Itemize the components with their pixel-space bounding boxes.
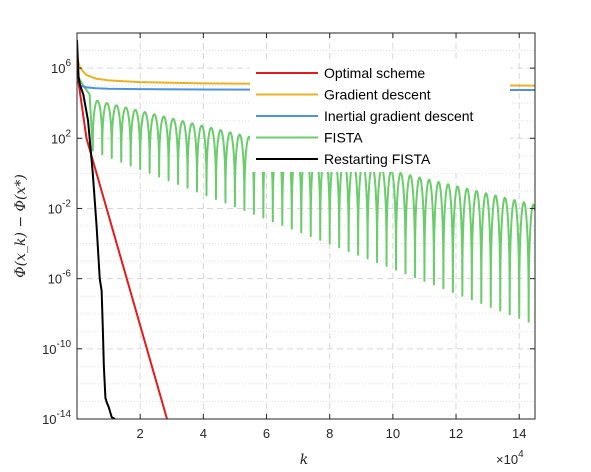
x-multiplier-label: ×104 bbox=[496, 449, 524, 467]
x-tick-label: 2 bbox=[137, 426, 144, 441]
series-optimal-scheme-line bbox=[77, 71, 168, 419]
legend-label: FISTA bbox=[324, 130, 363, 146]
y-tick-label: 10-6 bbox=[48, 269, 72, 287]
y-tick-label-base: 10 bbox=[51, 131, 65, 146]
legend-label: Restarting FISTA bbox=[324, 151, 431, 167]
axis-ticks bbox=[77, 33, 535, 420]
legend-label: Inertial gradient descent bbox=[324, 108, 474, 124]
x-tick-label: 14 bbox=[512, 426, 526, 441]
x-tick-label: 4 bbox=[200, 426, 207, 441]
y-tick-label: 10-14 bbox=[42, 409, 71, 427]
y-tick-label-base: 10 bbox=[42, 412, 56, 427]
y-tick-label: 10-10 bbox=[42, 339, 71, 357]
plot-frame bbox=[76, 32, 536, 420]
x-multiplier-base: ×10 bbox=[496, 452, 518, 467]
legend: Optimal scheme Gradient descent Inertial g… bbox=[250, 60, 510, 172]
y-tick-label-exponent: -6 bbox=[62, 269, 71, 280]
y-tick-label-base: 10 bbox=[48, 272, 62, 287]
y-tick-label-exponent: -14 bbox=[57, 409, 72, 420]
y-tick-label: 102 bbox=[51, 128, 71, 146]
x-tick-label: 12 bbox=[449, 426, 463, 441]
y-tick-label-exponent: 2 bbox=[65, 128, 71, 139]
x-tick-label: 10 bbox=[386, 426, 400, 441]
legend-label: Optimal scheme bbox=[324, 65, 425, 81]
x-tick-labels: 2 4 6 8 10 12 14 bbox=[137, 426, 527, 441]
legend-label: Gradient descent bbox=[324, 87, 431, 103]
y-axis-label: Φ(x_k) − Φ(x*) bbox=[13, 174, 29, 278]
y-tick-label-base: 10 bbox=[42, 342, 56, 357]
y-tick-label-base: 10 bbox=[51, 61, 65, 76]
y-tick-label: 10-2 bbox=[48, 198, 72, 216]
x-tick-label: 6 bbox=[263, 426, 270, 441]
y-tick-label-exponent: -2 bbox=[62, 198, 71, 209]
series-restarting-fista-line bbox=[77, 39, 116, 419]
y-tick-label-exponent: -10 bbox=[57, 339, 72, 350]
x-tick-label: 8 bbox=[326, 426, 333, 441]
y-tick-label-exponent: 6 bbox=[65, 58, 71, 69]
x-multiplier-exponent: 4 bbox=[518, 449, 524, 460]
y-tick-label: 106 bbox=[51, 58, 71, 76]
x-axis-label: k bbox=[300, 452, 308, 468]
y-tick-label-base: 10 bbox=[48, 201, 62, 216]
